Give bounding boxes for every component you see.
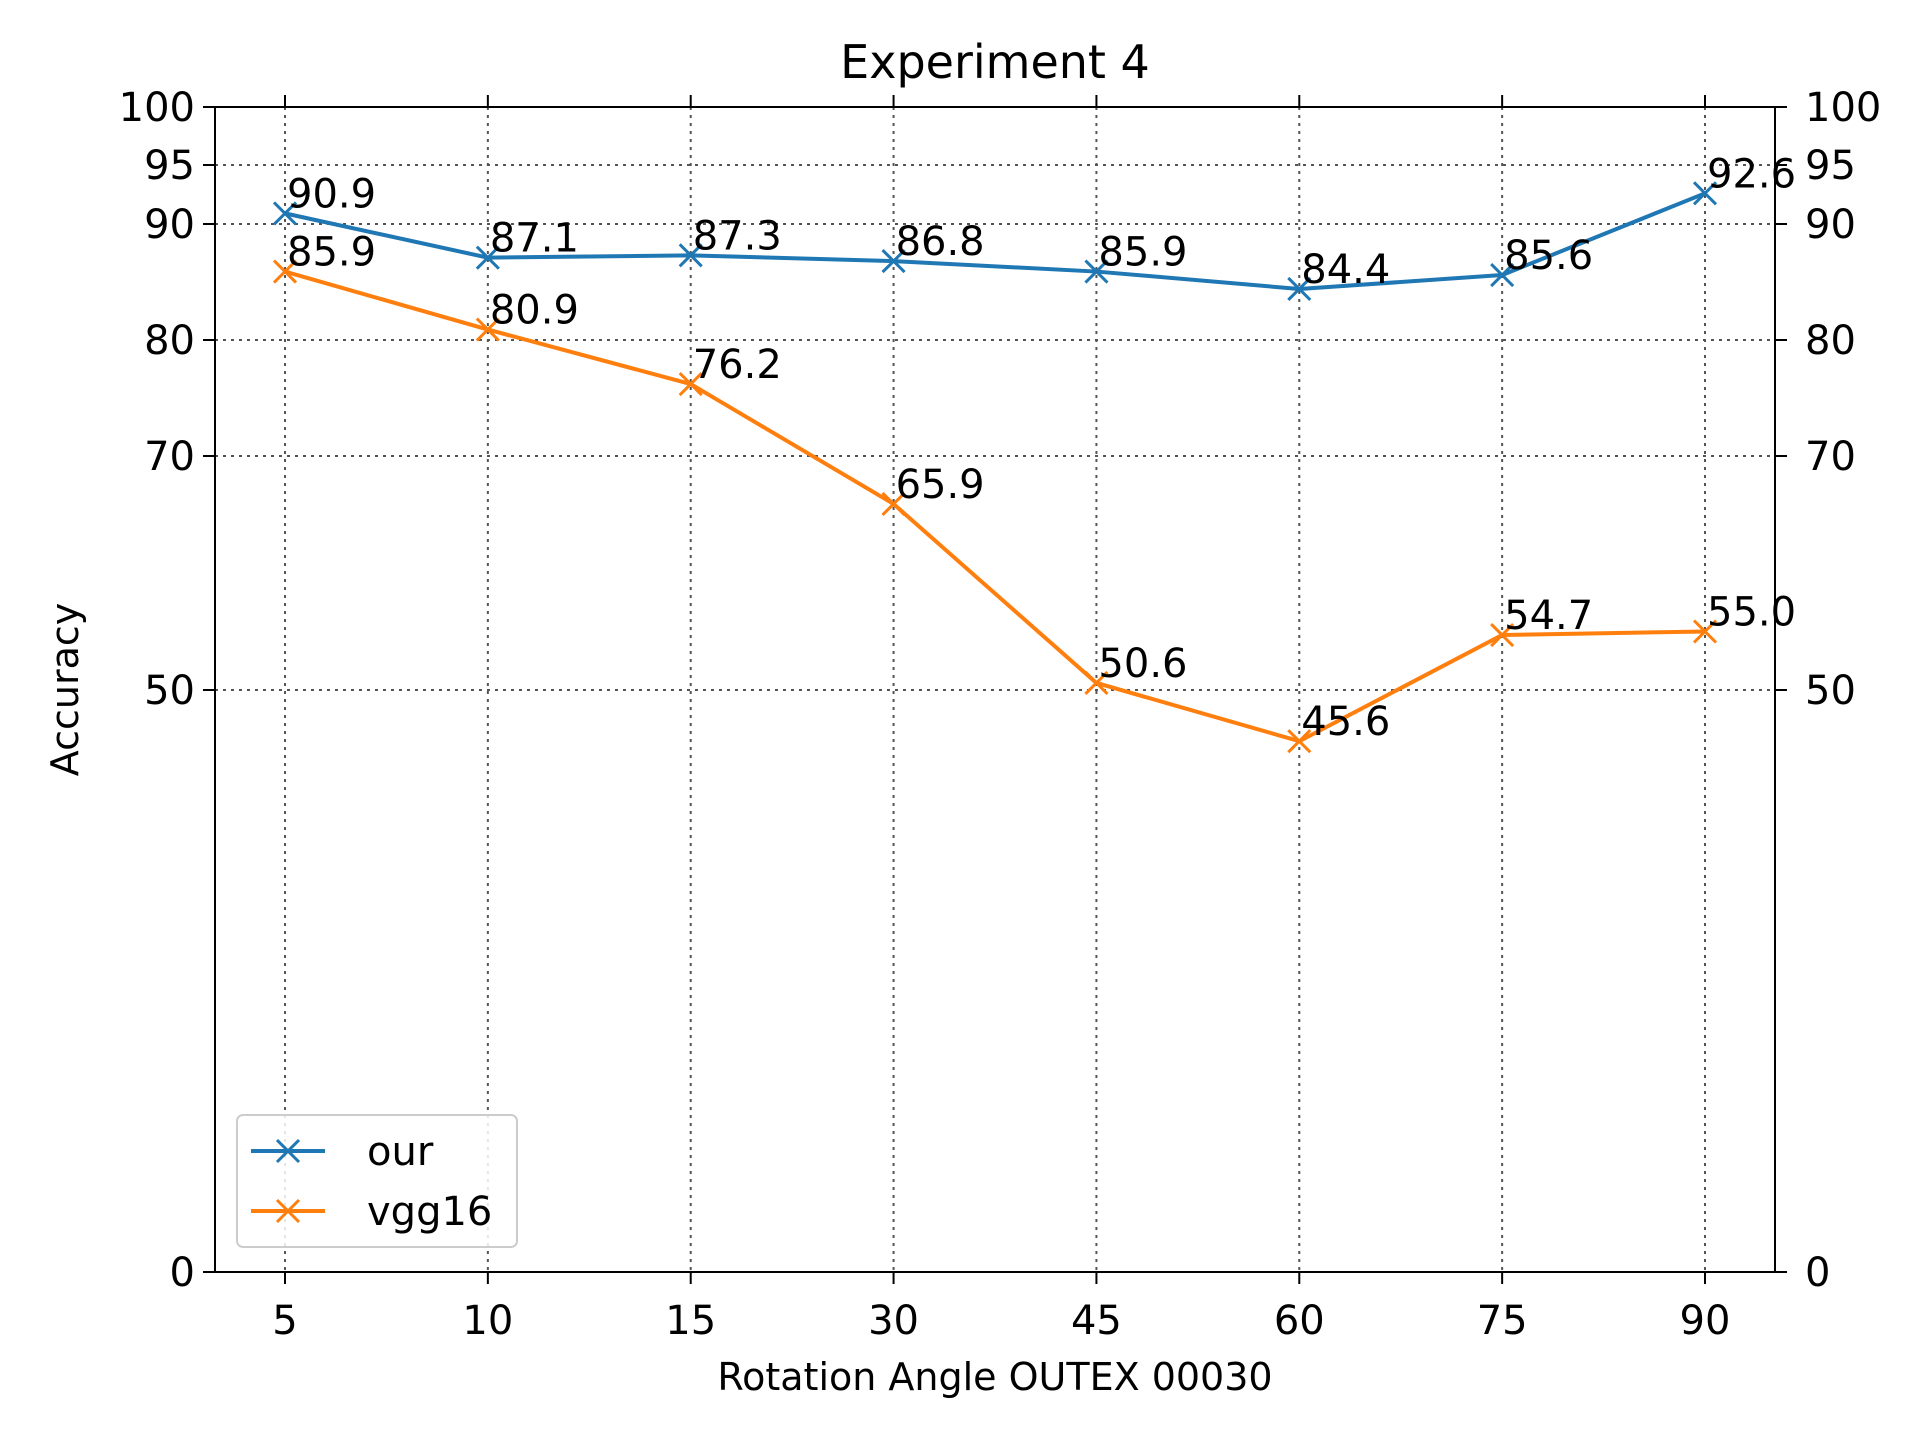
- x-tick-label: 15: [665, 1298, 716, 1344]
- data-label-our: 87.1: [490, 216, 579, 262]
- marker-stroke: [678, 372, 703, 397]
- grid: [215, 107, 1775, 1272]
- chart-title: Experiment 4: [840, 35, 1150, 89]
- data-label-our: 92.6: [1707, 151, 1796, 197]
- marker-stroke: [1287, 276, 1312, 302]
- legend-item-vgg16: vgg16: [251, 1189, 492, 1235]
- data-label-vgg16: 85.9: [287, 230, 376, 276]
- marker-stroke: [1084, 670, 1109, 696]
- data-point-our: [1287, 276, 1312, 302]
- series-line-our: [284, 191, 1706, 291]
- legend-marker: [275, 1138, 301, 1164]
- data-point-vgg16: [272, 259, 298, 284]
- legend: our vgg16: [236, 1114, 518, 1248]
- data-label-vgg16: 50.6: [1098, 641, 1187, 687]
- data-labels: 90.9 87.1 87.3 86.8 85.9 84.4 85.6 92.6 85.9 80.9…: [287, 151, 1796, 745]
- y-tick-label: 95: [144, 143, 195, 189]
- marker-stroke: [475, 317, 500, 342]
- x-tick-label: 90: [1680, 1298, 1731, 1344]
- data-point-vgg16: [1692, 619, 1718, 644]
- data-label-our: 86.8: [896, 219, 985, 265]
- x-tick-label: 75: [1477, 1298, 1528, 1344]
- marker-stroke: [881, 491, 906, 517]
- marker-stroke: [1490, 262, 1515, 288]
- y-tick-label: 50: [144, 668, 195, 714]
- data-point-vgg16: [1084, 670, 1109, 696]
- marker-stroke: [1084, 259, 1109, 284]
- data-point-our: [1084, 259, 1109, 284]
- y-tick-label: 70: [144, 434, 195, 480]
- y-axis-label: Accuracy: [43, 603, 87, 777]
- y-tick-label: 80: [144, 318, 195, 364]
- y-tick-label: 100: [119, 85, 195, 131]
- data-point-vgg16: [881, 491, 906, 517]
- series-layer: [272, 181, 1718, 754]
- data-label-our: 87.3: [693, 213, 782, 259]
- data-label-our: 85.6: [1504, 233, 1593, 279]
- data-point-our: [475, 245, 500, 270]
- data-point-our: [881, 249, 906, 274]
- data-point-our: [272, 201, 298, 226]
- x-tick-label: 60: [1274, 1298, 1325, 1344]
- data-point-vgg16: [1287, 729, 1312, 754]
- legend-label: our: [367, 1129, 434, 1175]
- data-label-vgg16: 54.7: [1504, 593, 1593, 639]
- marker-stroke: [272, 259, 298, 284]
- data-label-vgg16: 80.9: [490, 288, 579, 334]
- data-label-vgg16: 76.2: [693, 342, 782, 388]
- y-right-tick-label: 80: [1805, 318, 1856, 364]
- marker-stroke: [1490, 622, 1515, 648]
- marker-stroke: [881, 249, 906, 274]
- marker-stroke: [275, 1198, 301, 1224]
- y-right-tick-label: 100: [1805, 85, 1881, 131]
- data-point-vgg16: [678, 372, 703, 397]
- marker-stroke: [275, 1138, 301, 1164]
- data-label-vgg16: 55.0: [1707, 590, 1796, 636]
- x-tick-label: 5: [272, 1298, 297, 1344]
- y-right-tick-label: 50: [1805, 668, 1856, 714]
- data-point-vgg16: [475, 317, 500, 342]
- data-label-our: 90.9: [287, 171, 376, 217]
- y-right-tick-label: 90: [1805, 202, 1856, 248]
- data-label-vgg16: 65.9: [896, 462, 985, 508]
- marker-stroke: [1692, 619, 1718, 644]
- data-point-our: [1692, 181, 1718, 206]
- data-label-our: 84.4: [1301, 247, 1390, 293]
- axis-ticks: 0 0 50 50 70 70 80 80 90 90 95 95 100 100 5 10 15 30 45 60 7…: [119, 85, 1882, 1344]
- y-tick-label: 0: [170, 1250, 195, 1296]
- legend-box: [236, 1114, 518, 1248]
- x-tick-label: 10: [462, 1298, 513, 1344]
- y-right-tick-label: 70: [1805, 434, 1856, 480]
- y-right-tick-label: 0: [1805, 1250, 1830, 1296]
- x-axis-label: Rotation Angle OUTEX 00030: [717, 1355, 1272, 1399]
- legend-item-our: our: [251, 1129, 434, 1175]
- legend-label: vgg16: [367, 1189, 492, 1235]
- data-label-our: 85.9: [1098, 230, 1187, 276]
- data-label-vgg16: 45.6: [1301, 699, 1390, 745]
- data-point-our: [1490, 262, 1515, 288]
- marker-stroke: [475, 245, 500, 270]
- marker-stroke: [678, 243, 703, 268]
- legend-marker: [275, 1198, 301, 1224]
- y-right-tick-label: 95: [1805, 143, 1856, 189]
- series-line-vgg16: [284, 269, 1706, 744]
- data-point-vgg16: [1490, 622, 1515, 648]
- marker-stroke: [1287, 729, 1312, 754]
- y-tick-label: 90: [144, 202, 195, 248]
- marker-stroke: [272, 201, 298, 226]
- data-point-our: [678, 243, 703, 268]
- marker-stroke: [1692, 181, 1718, 206]
- x-tick-label: 30: [868, 1298, 919, 1344]
- x-tick-label: 45: [1071, 1298, 1122, 1344]
